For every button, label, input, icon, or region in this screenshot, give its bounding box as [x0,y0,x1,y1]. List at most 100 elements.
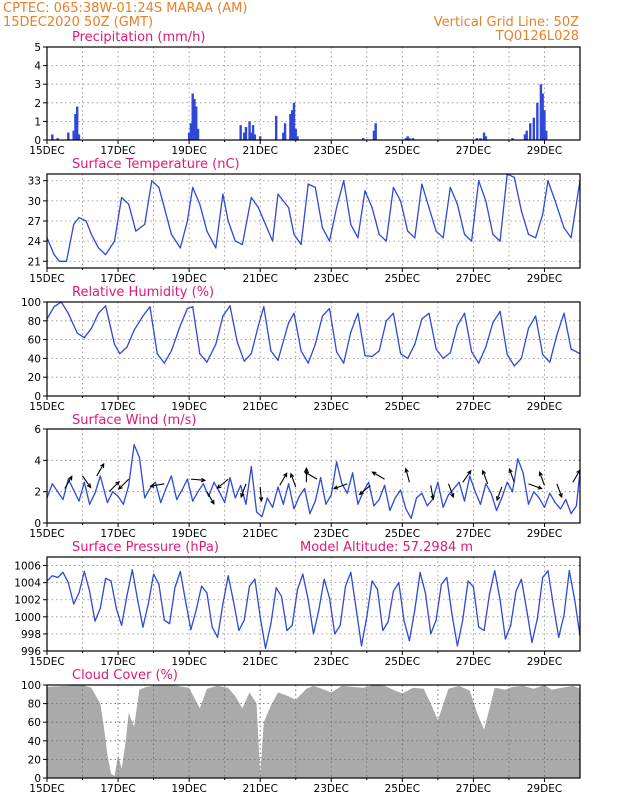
precip-xtick-label: 19DEC [171,145,206,157]
wind-vector [240,483,247,498]
wind-point [99,475,101,477]
wind-vector-head [210,499,215,505]
rh-xtick-label: 27DEC [456,401,491,413]
precip-xtick-label: 27DEC [456,145,491,157]
wind-vector-head [508,467,513,474]
precip-bar [543,110,546,140]
pressure-point [382,629,384,632]
precip-bar [511,138,514,140]
rh-point [428,312,430,314]
precip-bar [411,138,415,140]
temp-xtick-label: 21DEC [242,273,277,285]
cloud-ytick-label: 0 [34,773,41,785]
precip-bar [76,106,79,140]
temp-point [314,186,316,189]
wind-xtick-label: 23DEC [314,528,349,540]
wind-point [485,483,487,485]
temp-point [520,210,522,212]
pressure-point [222,603,224,605]
precip-bar [56,138,59,140]
temp-point [222,193,224,195]
pressure-point [67,582,69,584]
precip-plot: 0 1 2 3 4 5 15DEC 17DEC 19DEC 21DEC 23DEC 25DEC 27DE… [29,42,581,157]
pressure-point [355,607,357,609]
precip-frame [46,46,581,141]
wind-vector-head [240,492,245,499]
rh-point [156,353,158,355]
temp-point [350,223,352,225]
cloud-title: Cloud Cover (%) [72,668,178,683]
pressure-point [558,636,560,638]
wind-point [559,508,562,510]
pressure-point [248,585,251,587]
wind-vector [539,472,545,486]
pressure-point [371,580,373,582]
temp-point [151,180,153,182]
temp-point [513,176,515,178]
pressure-point [339,624,341,626]
precip-bar [189,123,193,140]
wind-vector [82,475,92,488]
wind-point [224,502,226,504]
rh-point [343,362,345,364]
precip-ytick-label: 5 [34,42,41,54]
wind-vector-head [117,485,123,490]
rh-point [277,359,279,361]
rh-point [243,360,245,362]
wind-point [272,506,274,508]
precip-ytick-label: 2 [34,98,41,110]
temp-point [492,233,494,236]
pressure-point [568,570,570,572]
pressure-point [291,624,293,626]
temp-point [65,260,68,262]
rh-point [270,350,272,352]
wind-point [181,489,183,491]
temp-point [78,217,80,219]
pressure-point [451,614,453,616]
wind-vector-head [149,483,155,488]
wind-point [405,508,407,510]
temp-point [499,240,501,242]
pressure-point [89,590,91,592]
rh-xtick-label: 19DEC [171,401,206,413]
cloud-ytick-label: 20 [28,754,41,766]
rh-point [300,350,302,352]
wind-point [442,506,444,508]
wind-ytick-label: 2 [34,487,41,499]
rh-point [542,354,544,356]
wind-vector-head [304,467,309,473]
pressure-point [163,619,165,621]
temp-ytick-label: 30 [28,196,41,208]
rh-point [113,343,116,345]
wind-vector-head [100,462,105,468]
wind-point [437,481,439,483]
rh-xtick-label: 29DEC [527,401,562,413]
rh-ytick-label: 100 [21,297,41,309]
cloud-ytick-label: 40 [28,736,41,748]
rh-point [556,334,558,336]
wind-point [325,503,327,505]
rh-point [257,324,260,327]
precip-bar [289,113,292,140]
wind-point [277,486,279,488]
rh-ytick-label: 0 [34,391,41,403]
cloud-plot: 0 20 40 60 80 100 15DEC 17DEC 19DEC 21DEC 23DEC 25D… [21,680,581,795]
temp-point [542,213,544,215]
temp-point [158,186,160,189]
precip-title: Precipitation (mm/h) [72,30,205,45]
cloud-xtick-label: 15DEC [29,783,64,795]
pressure-ytick-label: 1000 [14,612,41,624]
wind-point [495,509,498,512]
temp-xtick-label: 19DEC [171,273,206,285]
precip-bar [77,134,81,140]
temp-plot: 21 24 27 30 33 15DEC 17DEC 19DEC 21DEC 23DEC 25DEC… [28,173,581,285]
wind-vector-head [481,469,487,475]
pressure-plot: 996 998 1000 1002 1004 1006 15DEC 17DEC 19DEC 21D… [14,556,581,668]
pressure-point [366,616,368,618]
pressure-point [142,626,144,628]
temp-point [277,193,279,195]
precip-bar [282,132,285,140]
wind-point [383,484,386,486]
pressure-point [147,603,149,605]
rh-point [520,357,522,359]
